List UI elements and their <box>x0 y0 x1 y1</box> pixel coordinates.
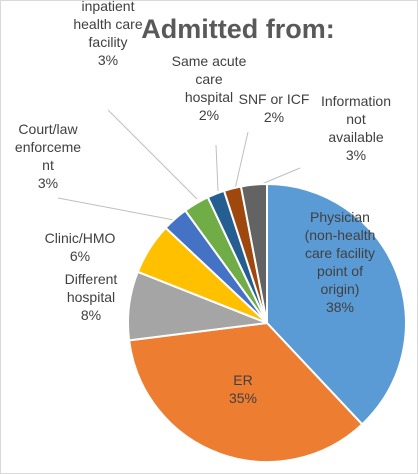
pie-slice <box>266 182 407 426</box>
slice-label: Court/law enforceme nt 3% <box>15 121 81 191</box>
leader-line <box>57 197 175 221</box>
slice-label: Same acute care hospital 2% <box>172 53 247 123</box>
leader-line <box>215 144 219 192</box>
chart-title: Admitted from: <box>141 14 334 44</box>
pie-slice <box>239 182 268 324</box>
pie-slice <box>127 321 364 463</box>
pie-slices <box>127 182 407 463</box>
leader-line <box>234 131 249 190</box>
slice-label: SNF or ICF 2% <box>239 91 310 125</box>
leader-line <box>107 109 198 200</box>
slice-label: Physician (non-health care facility point o… <box>305 209 376 315</box>
leader-lines <box>57 109 301 221</box>
slice-labels: Physician (non-health care facility point o… <box>15 0 391 406</box>
slice-label: Information not available 3% <box>321 93 391 163</box>
slice-label: Different hospital 8% <box>65 271 118 323</box>
slice-label: Clinic/HMO 6% <box>45 230 116 264</box>
slice-label: ER 35% <box>229 372 257 406</box>
leader-line <box>256 167 301 187</box>
